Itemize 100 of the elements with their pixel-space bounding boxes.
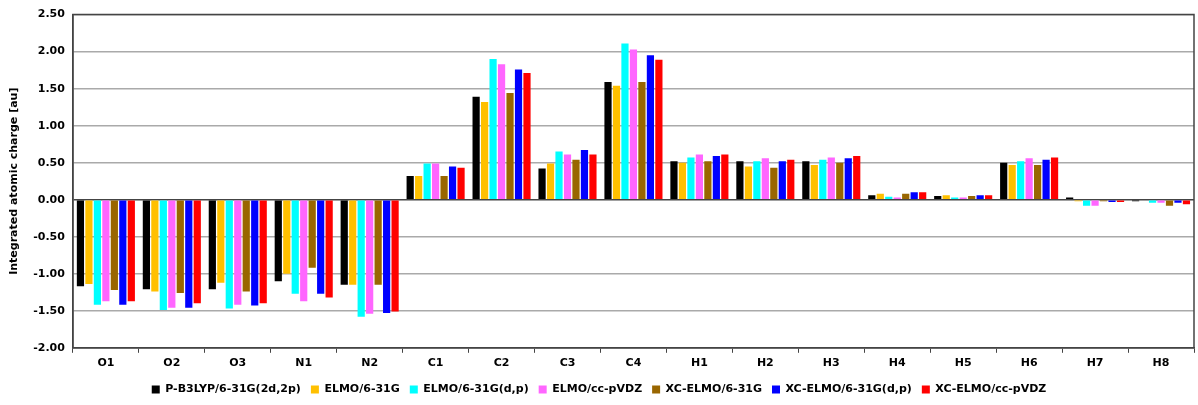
bar: [1182, 200, 1191, 205]
y-tick-label: -1.50: [33, 303, 66, 317]
bar: [142, 200, 150, 290]
legend-label: ELMO/cc-pVDZ: [552, 382, 643, 396]
bar: [514, 69, 523, 199]
bar: [910, 192, 918, 199]
bar: [217, 200, 225, 283]
bar: [1165, 200, 1174, 206]
bar: [919, 192, 927, 199]
x-tick-label: O1: [97, 356, 115, 370]
bar: [119, 200, 127, 305]
bar: [538, 168, 546, 199]
x-tick-label: H1: [690, 356, 708, 370]
bar: [704, 161, 712, 199]
bar: [497, 64, 506, 199]
bar: [193, 200, 201, 304]
y-axis-title: Integrated atomic charge [au]: [7, 87, 21, 275]
bar: [712, 156, 720, 199]
bar: [819, 159, 827, 199]
bar: [317, 200, 325, 294]
bar: [168, 200, 176, 308]
x-tick-label: H8: [1152, 356, 1170, 370]
bar: [489, 59, 497, 199]
bar: [274, 200, 282, 282]
bar: [1017, 161, 1025, 199]
bar: [472, 96, 480, 199]
x-tick-label: C3: [559, 356, 576, 370]
bar: [76, 200, 85, 287]
bar: [308, 200, 316, 268]
bar: [242, 200, 250, 292]
x-tick-label: C2: [493, 356, 510, 370]
x-tick-label: H4: [888, 356, 907, 370]
bar: [555, 151, 563, 199]
bar: [151, 200, 159, 292]
y-tick-label: 2.00: [37, 44, 66, 58]
bar: [546, 163, 555, 199]
bar: [778, 161, 786, 199]
bar: [1008, 164, 1016, 199]
bar: [391, 200, 399, 312]
bar: [827, 157, 835, 199]
bar: [291, 200, 299, 294]
bar: [1042, 159, 1050, 199]
bar: [457, 167, 465, 199]
bar: [1148, 200, 1157, 203]
bar: [934, 196, 942, 199]
bar: [1083, 200, 1091, 206]
bar: [1174, 200, 1182, 203]
y-tick-label: 1.00: [37, 118, 66, 132]
x-tick-label: H6: [1020, 356, 1038, 370]
bar: [225, 200, 233, 309]
bar: [802, 161, 810, 199]
y-tick-label: 0.50: [37, 155, 66, 169]
bar: [761, 158, 769, 199]
bar: [176, 200, 184, 294]
legend-label: ELMO/6-31G(d,p): [423, 382, 529, 396]
bar: [902, 193, 910, 199]
bar: [621, 43, 629, 199]
bar: [942, 195, 950, 199]
bar: [810, 164, 818, 199]
bar: [687, 157, 695, 199]
legend-label: XC-ELMO/6-31G: [665, 382, 762, 396]
bar: [259, 200, 267, 304]
bar: [283, 200, 291, 274]
y-tick-label: 0.00: [37, 192, 66, 206]
bar: [85, 200, 93, 285]
x-tick-label: C1: [427, 356, 444, 370]
x-tick-label: H5: [954, 356, 972, 370]
bar: [612, 85, 621, 199]
x-tick-label: H3: [822, 356, 840, 370]
bar: [234, 200, 242, 305]
bar: [1091, 200, 1099, 206]
bar: [366, 200, 374, 314]
bar: [448, 166, 457, 199]
y-tick-label: 2.50: [37, 7, 66, 21]
bar: [110, 200, 118, 291]
bar: [721, 154, 729, 199]
bar: [853, 156, 861, 199]
bar: [753, 161, 761, 199]
bar: [251, 200, 259, 306]
bar: [1034, 164, 1042, 199]
bar: [655, 59, 663, 199]
bar: [93, 200, 101, 305]
bar: [440, 176, 448, 199]
bar: [208, 200, 216, 290]
bar: [736, 161, 744, 199]
bar: [876, 193, 884, 199]
bar: [1000, 162, 1008, 199]
x-tick-label: O2: [163, 356, 181, 370]
y-tick-label: 1.50: [37, 81, 66, 95]
y-tick-label: -2.00: [33, 340, 66, 354]
bar: [744, 166, 752, 199]
legend-label: XC-ELMO/6-31G(d,p): [785, 382, 912, 396]
bar: [506, 93, 514, 199]
x-tick-label: C4: [625, 356, 642, 370]
x-tick-label: H7: [1086, 356, 1104, 370]
legend-label: XC-ELMO/cc-pVDZ: [935, 382, 1047, 396]
bar: [976, 195, 984, 199]
bar: [185, 200, 193, 308]
bar: [638, 81, 646, 199]
bar: [670, 161, 678, 199]
